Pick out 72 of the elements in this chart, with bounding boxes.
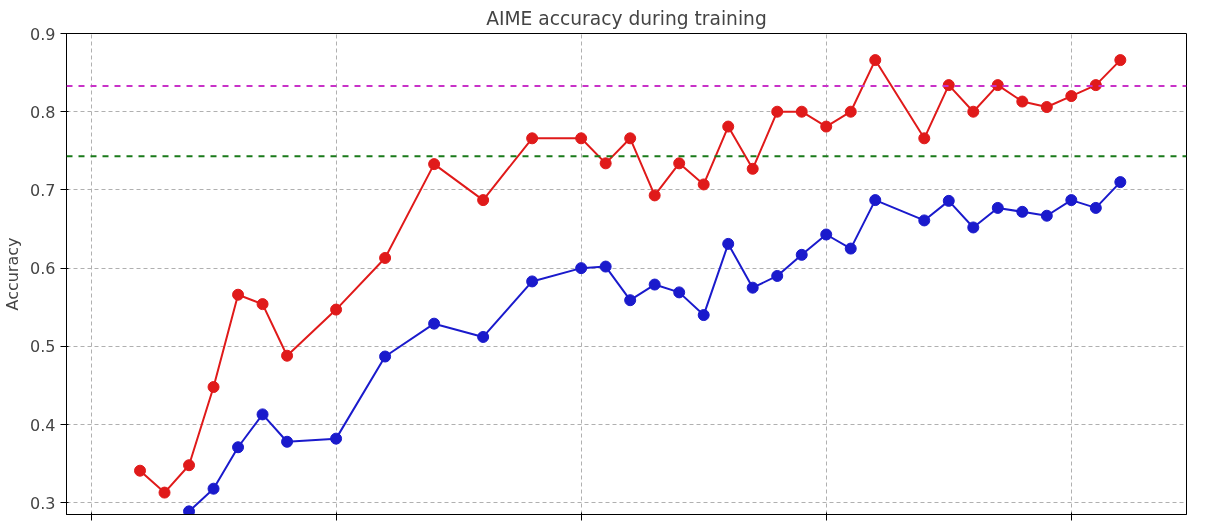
point	[991, 201, 1004, 214]
y-tick-label: 0.9	[30, 24, 56, 44]
point	[428, 317, 441, 330]
point	[967, 105, 980, 118]
point	[844, 105, 857, 118]
y-tick-label: 0.8	[30, 102, 56, 122]
point	[575, 132, 588, 145]
point	[820, 120, 833, 133]
point	[330, 432, 343, 445]
point	[624, 132, 637, 145]
y-tick-label: 0.3	[30, 493, 56, 513]
point	[869, 54, 882, 67]
point	[526, 132, 539, 145]
point	[477, 330, 490, 343]
point	[697, 309, 710, 322]
point	[232, 441, 245, 454]
point	[918, 214, 931, 227]
point	[158, 486, 171, 499]
point	[746, 281, 759, 294]
y-tick-label: 0.7	[30, 180, 56, 200]
point	[1065, 90, 1078, 103]
point	[1040, 209, 1053, 222]
point	[256, 298, 269, 311]
point	[722, 120, 735, 133]
point	[722, 237, 735, 250]
point	[1114, 54, 1127, 67]
point	[575, 262, 588, 275]
point	[648, 278, 661, 291]
y-tick-label: 0.6	[30, 259, 56, 279]
point	[1114, 176, 1127, 189]
point	[1089, 201, 1102, 214]
point	[379, 350, 392, 363]
point	[771, 269, 784, 282]
chart-title: AIME accuracy during training	[486, 7, 767, 29]
point	[697, 178, 710, 191]
point	[795, 105, 808, 118]
point	[820, 228, 833, 241]
y-axis-title: Accuracy	[3, 237, 23, 311]
point	[134, 464, 147, 477]
point	[771, 105, 784, 118]
point	[624, 294, 637, 307]
point	[795, 248, 808, 261]
point	[207, 381, 220, 393]
point	[599, 260, 612, 273]
point	[1016, 205, 1029, 218]
point	[648, 189, 661, 202]
point	[673, 286, 686, 299]
point	[232, 288, 245, 301]
point	[256, 408, 269, 421]
point	[330, 303, 343, 316]
y-tick-label: 0.4	[30, 415, 56, 435]
point	[1016, 95, 1029, 108]
point	[281, 435, 294, 448]
point	[183, 459, 196, 472]
point	[673, 157, 686, 170]
point	[1040, 101, 1053, 114]
point	[183, 505, 196, 515]
point	[746, 162, 759, 175]
point	[281, 349, 294, 362]
point	[1065, 194, 1078, 207]
point	[942, 194, 955, 207]
point	[844, 242, 857, 255]
point	[477, 194, 490, 207]
y-tick-label: 0.5	[30, 337, 56, 357]
point	[428, 158, 441, 171]
point	[869, 194, 882, 207]
point	[526, 275, 539, 288]
point	[918, 132, 931, 145]
point	[207, 482, 220, 495]
point	[379, 251, 392, 264]
point	[967, 221, 980, 234]
point	[599, 157, 612, 170]
